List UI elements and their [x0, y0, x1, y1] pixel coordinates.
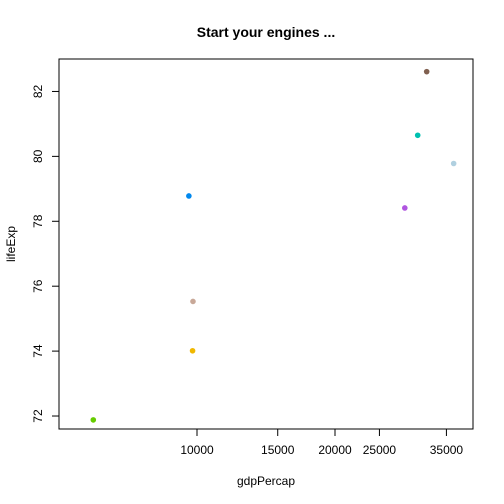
y-tick-label: 74: [31, 344, 45, 358]
data-point: [190, 298, 196, 305]
plot-frame: [58, 58, 474, 430]
x-axis: 10000 15000 20000 25000 35000: [180, 428, 464, 457]
data-point: [186, 193, 192, 199]
x-tick-label: 10000: [180, 443, 214, 457]
x-tick-label: 35000: [430, 443, 464, 457]
data-point: [450, 160, 457, 167]
y-tick-label: 80: [31, 149, 45, 163]
x-tick-label: 15000: [261, 443, 295, 457]
data-point: [189, 347, 196, 354]
data-point: [402, 205, 408, 211]
y-axis-label: lifeExp: [4, 226, 18, 262]
y-tick-label: 78: [31, 214, 45, 228]
y-axis: 72 74 76 78 80 82: [31, 84, 60, 423]
x-tick-label: 25000: [363, 443, 397, 457]
chart-title: Start your engines ...: [197, 24, 335, 40]
y-tick-label: 82: [31, 84, 45, 98]
x-tick-label: 20000: [318, 443, 352, 457]
x-axis-label: gdpPercap: [237, 474, 295, 488]
data-point: [414, 132, 421, 139]
data-point: [423, 68, 430, 75]
data-point: [90, 417, 97, 423]
y-tick-label: 72: [31, 409, 45, 423]
y-tick-label: 76: [31, 279, 45, 293]
data-points: [90, 68, 457, 423]
